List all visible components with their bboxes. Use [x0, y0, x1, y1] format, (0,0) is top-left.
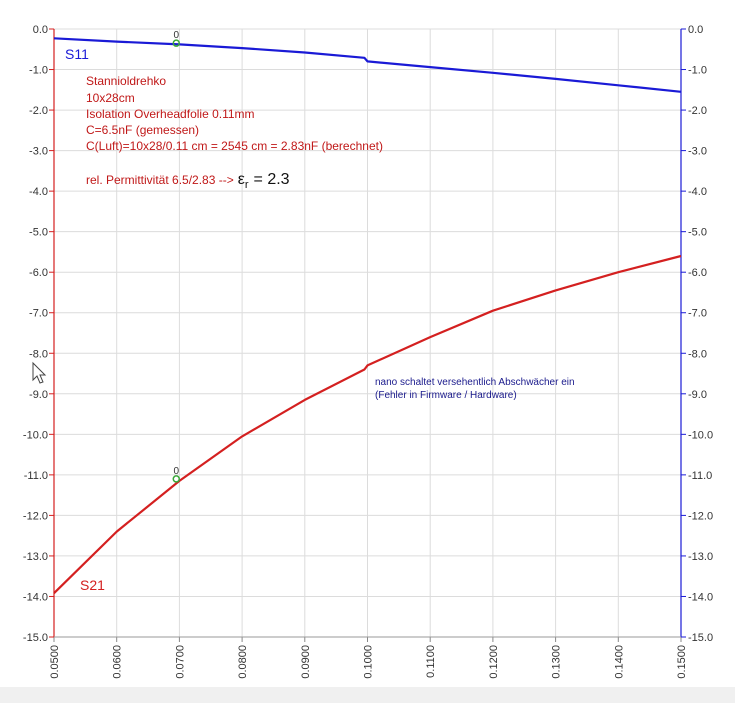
series-line-s11 [53, 37, 682, 93]
y-left-tick-label: -5.0 [29, 227, 48, 239]
y-right-tick-label: -2.0 [688, 105, 707, 117]
x-tick-label: 0.0800 [237, 645, 249, 679]
permittivity-prefix: rel. Permittivität 6.5/2.83 --> [86, 173, 234, 187]
grid [54, 28, 681, 637]
x-tick-label: 0.0500 [49, 645, 61, 679]
y-left-tick-label: -4.0 [29, 186, 48, 198]
annotations: S11 S21 Stannioldrehko 10x28cm Isolation… [65, 46, 575, 593]
annotation-line: C=6.5nF (gemessen) [86, 123, 199, 137]
y-right-tick-label: -3.0 [688, 146, 707, 158]
y-right-tick-label: -14.0 [688, 591, 713, 603]
marker-label: 0 [173, 30, 179, 41]
x-tick-label: 0.1400 [613, 645, 625, 679]
y-left-tick-label: -11.0 [24, 470, 48, 482]
annotation-line: Stannioldrehko [86, 74, 166, 88]
x-tick-label: 0.1500 [676, 645, 688, 679]
y-right-tick-label: -9.0 [688, 389, 707, 401]
y-left-tick-label: -15.0 [23, 632, 48, 644]
y-left-tick-label: -10.0 [23, 429, 48, 441]
series-label-s21: S21 [80, 577, 105, 593]
epsilon-subscript: r [245, 179, 249, 191]
y-right-tick-label: -11.0 [688, 470, 712, 482]
y-left-tick-label: -6.0 [29, 267, 48, 279]
annotation-line: 10x28cm [86, 91, 135, 105]
y-right-tick-label: -4.0 [688, 186, 707, 198]
y-left-tick-label: 0.0 [33, 24, 48, 36]
marker-s21 [172, 475, 181, 483]
y-right-tick-label: -6.0 [688, 267, 707, 279]
x-tick-label: 0.1200 [488, 645, 500, 679]
y-right-tick-label: 0.0 [688, 24, 703, 36]
x-tick-label: 0.0700 [174, 645, 186, 679]
y-left-tick-label: -13.0 [23, 551, 48, 563]
series-line-s21 [53, 254, 682, 594]
marker-label: 0 [173, 466, 179, 477]
y-right-tick-label: -13.0 [688, 551, 713, 563]
permittivity-value: = 2.3 [254, 171, 290, 188]
y-right-tick-label: -7.0 [688, 308, 707, 320]
x-tick-label: 0.1300 [551, 645, 563, 679]
bottom-strip [0, 687, 735, 703]
note-line: (Fehler in Firmware / Hardware) [375, 390, 517, 401]
y-right-tick-label: -1.0 [688, 65, 707, 77]
y-right-tick-label: -8.0 [688, 348, 707, 360]
mouse-cursor-icon [32, 361, 47, 384]
axes: 0.0500 0.0600 0.0700 0.0800 0.0900 0.1000 0.11… [23, 24, 713, 679]
y-left-tick-label: -7.0 [29, 308, 48, 320]
x-tick-label: 0.0600 [112, 645, 124, 679]
y-right-tick-label: -5.0 [688, 227, 707, 239]
x-tick-label: 0.1000 [363, 645, 375, 679]
y-left-tick-label: -8.0 [29, 348, 48, 360]
y-left-tick-label: -2.0 [29, 105, 48, 117]
y-right-tick-label: -10.0 [688, 429, 713, 441]
annotation-line: Isolation Overheadfolie 0.11mm [86, 107, 255, 121]
annotation-line: C(Luft)=10x28/0.11 cm = 2545 cm = 2.83nF… [86, 139, 383, 153]
y-left-tick-label: -1.0 [29, 65, 48, 77]
x-tick-label: 0.1100 [425, 645, 437, 678]
y-right-tick-label: -15.0 [688, 632, 713, 644]
series-label-s11: S11 [65, 46, 89, 62]
y-left-tick-label: -14.0 [23, 591, 48, 603]
y-left-tick-label: -3.0 [29, 146, 48, 158]
y-right-tick-label: -12.0 [688, 510, 713, 522]
y-left-tick-label: -9.0 [29, 389, 48, 401]
x-tick-label: 0.0900 [300, 645, 312, 679]
marker-s11 [172, 39, 181, 47]
note-line: nano schaltet versehentlich Abschwächer … [375, 377, 575, 388]
y-left-tick-label: -12.0 [23, 510, 48, 522]
permittivity-line: rel. Permittivität 6.5/2.83 --> εr = 2.3 [86, 171, 290, 191]
epsilon-symbol: ε [238, 171, 245, 188]
series: 00 [53, 30, 682, 594]
